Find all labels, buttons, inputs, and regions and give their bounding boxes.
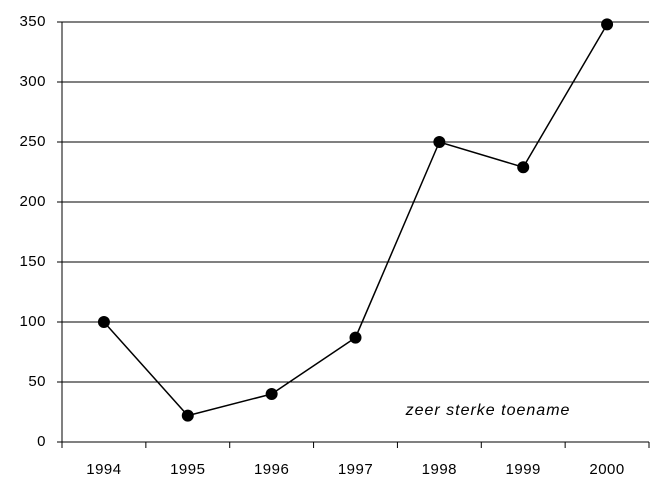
point: [349, 331, 362, 344]
y-tick-label: 200: [19, 193, 46, 210]
x-tick-label: 1995: [170, 461, 205, 478]
y-tick-label: 0: [37, 433, 46, 450]
y-tick-label: 100: [19, 313, 46, 330]
point: [517, 161, 530, 174]
x-tick-label: 1998: [422, 461, 457, 478]
annotation: zeer sterke toename: [405, 402, 571, 419]
x-tick-label: 1997: [338, 461, 373, 478]
y-tick-label: 150: [19, 253, 46, 270]
x-tick-label: 1994: [86, 461, 121, 478]
point: [97, 316, 110, 328]
point: [433, 136, 446, 148]
y-tick-label: 50: [28, 373, 46, 390]
x-tick-label: 1999: [506, 461, 541, 478]
x-tick-label: 2000: [589, 461, 624, 478]
y-tick-label: 250: [19, 133, 46, 150]
point: [601, 18, 614, 31]
y-tick-label: 300: [19, 73, 46, 90]
x-tick-label: 1996: [254, 461, 289, 478]
point: [265, 388, 278, 400]
line: [103, 24, 608, 417]
point: [181, 409, 194, 422]
y-tick-label: 350: [19, 13, 46, 30]
